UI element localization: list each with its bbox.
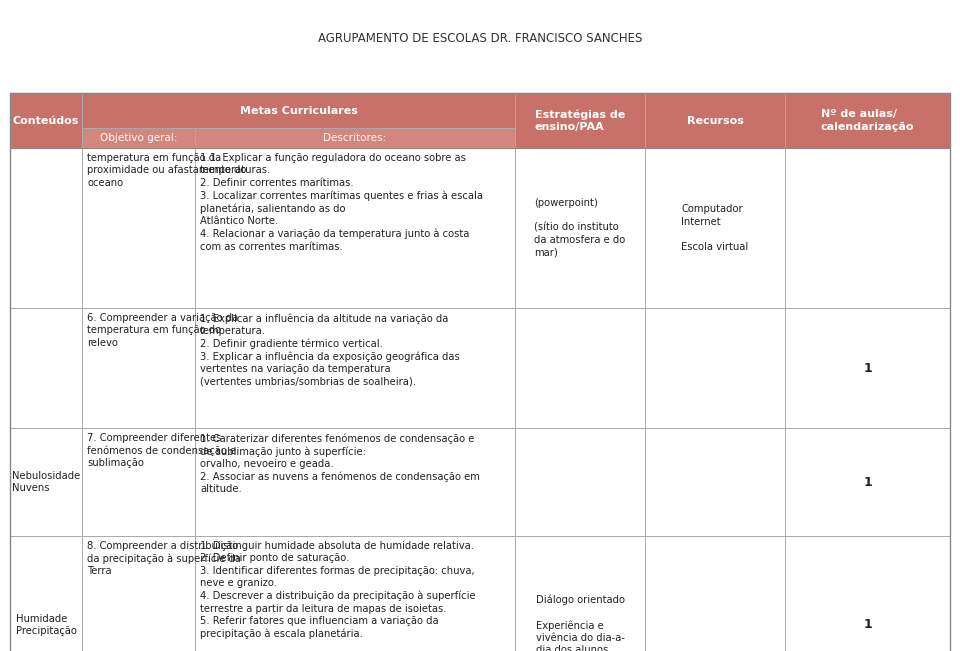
Bar (10, 536, 82, 651)
Text: Metas Curriculares: Metas Curriculares (240, 105, 357, 115)
Bar (10, 308, 82, 428)
Bar (195, 536, 515, 651)
Bar (10, 148, 82, 308)
Text: 1.1. Explicar a função reguladora do oceano sobre as
temperaturas.
2. Definir co: 1.1. Explicar a função reguladora do oce… (200, 153, 483, 252)
Text: Computador
Internet

Escola virtual: Computador Internet Escola virtual (682, 204, 749, 251)
Bar (515, 536, 645, 651)
Bar (82, 428, 195, 536)
Text: Recursos: Recursos (686, 115, 743, 126)
Text: Nebulosidade
Nuvens: Nebulosidade Nuvens (12, 471, 80, 493)
Text: Descritores:: Descritores: (324, 133, 387, 143)
Bar (82, 128, 195, 148)
Text: 1: 1 (863, 361, 872, 374)
Bar (785, 93, 950, 148)
Bar (515, 428, 645, 536)
Bar (82, 536, 195, 651)
Bar (195, 428, 515, 536)
Text: Objetivo geral:: Objetivo geral: (100, 133, 178, 143)
Bar (10, 93, 82, 148)
Bar (645, 93, 785, 148)
Bar (785, 428, 950, 536)
Bar (82, 93, 515, 128)
Text: 1: 1 (863, 618, 872, 631)
Bar (515, 148, 645, 308)
Text: 1. Caraterizar diferentes fenómenos de condensação e
de sublimação junto à super: 1. Caraterizar diferentes fenómenos de c… (200, 433, 480, 494)
Bar (645, 308, 785, 428)
Bar (10, 428, 82, 536)
Text: (powerpoint)

(sítio do instituto
da atmosfera e do
mar): (powerpoint) (sítio do instituto da atmo… (535, 198, 626, 258)
Bar (785, 308, 950, 428)
Text: 7. Compreender diferentes
fenómenos de condensação e
sublimação: 7. Compreender diferentes fenómenos de c… (87, 433, 236, 469)
Bar (785, 536, 950, 651)
Bar (645, 148, 785, 308)
Text: Conteúdos: Conteúdos (12, 115, 79, 126)
Text: 1. Distinguir humidade absoluta de humidade relativa.
2. Definir ponto de satura: 1. Distinguir humidade absoluta de humid… (200, 541, 475, 639)
Bar (195, 128, 515, 148)
Bar (515, 308, 645, 428)
Text: Humidade
Precipitação: Humidade Precipitação (15, 614, 77, 636)
Text: temperatura em função da
proximidade ou afastamento do
oceano: temperatura em função da proximidade ou … (87, 153, 247, 187)
Text: Estratégias de
ensino/PAA: Estratégias de ensino/PAA (535, 109, 625, 132)
Text: Diálogo orientado

Experiência e
vivência do dia-a-
dia dos alunos: Diálogo orientado Experiência e vivência… (536, 594, 625, 651)
Bar (82, 308, 195, 428)
Bar (195, 308, 515, 428)
Bar (645, 428, 785, 536)
Text: 8. Compreender a distribuição
da precipitação à superfície da
Terra: 8. Compreender a distribuição da precipi… (87, 541, 241, 576)
Text: 1: 1 (863, 475, 872, 488)
Bar (515, 93, 645, 148)
Text: Nº de aulas/
calendarização: Nº de aulas/ calendarização (821, 109, 914, 132)
Text: 6. Compreender a variação da
temperatura em função do
relevo: 6. Compreender a variação da temperatura… (87, 313, 238, 348)
Bar (195, 148, 515, 308)
Bar (785, 148, 950, 308)
Text: AGRUPAMENTO DE ESCOLAS DR. FRANCISCO SANCHES: AGRUPAMENTO DE ESCOLAS DR. FRANCISCO SAN… (318, 31, 642, 44)
Text: 1. Explicar a influência da altitude na variação da
temperatura.
2. Definir grad: 1. Explicar a influência da altitude na … (200, 313, 460, 387)
Bar (645, 536, 785, 651)
Bar (82, 148, 195, 308)
